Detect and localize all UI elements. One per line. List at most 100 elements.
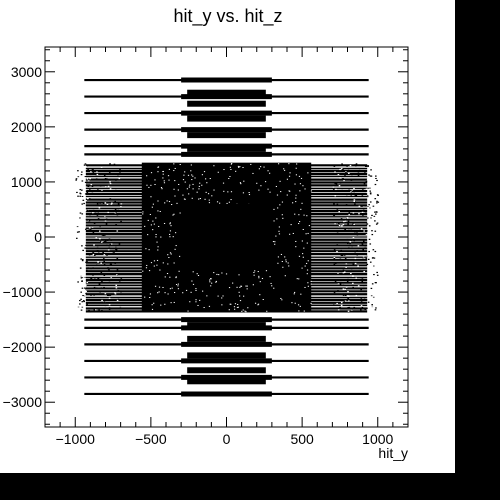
hit-gap	[167, 254, 169, 256]
hit-point	[347, 291, 349, 293]
hit-point	[75, 178, 78, 180]
hit-gap	[175, 276, 177, 278]
hit-point	[357, 175, 360, 177]
hit-point	[352, 233, 355, 235]
hit-gap	[172, 214, 174, 216]
hit-point	[114, 293, 117, 295]
hit-point	[355, 195, 358, 197]
hit-gap	[292, 232, 294, 234]
hit-gap	[238, 166, 240, 168]
hit-gap	[168, 257, 170, 259]
hit-gap	[177, 288, 180, 290]
hit-point	[81, 203, 84, 205]
hit-point	[366, 307, 368, 309]
hit-point	[107, 185, 110, 187]
hit-gap	[273, 208, 275, 210]
hit-point	[77, 195, 79, 197]
hit-gap	[253, 274, 255, 276]
hit-gap	[157, 249, 159, 251]
hit-point	[76, 193, 79, 195]
hit-point	[82, 299, 85, 301]
hit-point	[79, 267, 82, 269]
hit-gap	[216, 201, 219, 203]
hit-point	[345, 204, 348, 206]
hit-gap	[215, 281, 217, 283]
hit-gap	[169, 222, 171, 224]
hit-point	[348, 229, 350, 232]
hit-gap	[283, 169, 286, 171]
hit-gap	[173, 188, 175, 190]
hit-point	[348, 172, 350, 174]
hit-gap	[211, 195, 213, 197]
hit-gap	[236, 286, 238, 288]
hit-point	[370, 169, 372, 171]
hit-point	[350, 229, 353, 232]
hit-point	[342, 272, 345, 274]
hit-point	[344, 257, 347, 260]
hit-point	[367, 301, 370, 303]
hit-point	[115, 211, 117, 213]
hit-point	[337, 309, 340, 311]
hit-point	[95, 175, 97, 177]
hit-gap	[157, 292, 159, 294]
hit-point	[350, 179, 353, 181]
hit-gap	[306, 215, 308, 217]
hit-point	[335, 173, 337, 175]
hit-point	[85, 204, 88, 207]
hit-point	[100, 240, 102, 243]
hit-point	[333, 227, 336, 229]
hit-point	[361, 211, 364, 213]
hit-gap	[300, 177, 303, 179]
hit-point	[79, 299, 81, 302]
hit-point	[345, 171, 347, 173]
hit-point	[87, 198, 89, 200]
hit-point	[375, 223, 378, 225]
hit-point	[357, 265, 359, 267]
hit-point	[350, 195, 353, 197]
hit-gap	[183, 198, 186, 200]
hit-point	[339, 283, 342, 285]
hit-point	[112, 276, 114, 278]
hit-point	[333, 256, 336, 258]
hit-gap	[254, 270, 256, 272]
hit-gap	[230, 191, 233, 193]
hit-gap	[245, 285, 247, 287]
hit-point	[108, 267, 110, 269]
hit-point	[373, 226, 376, 229]
hit-point	[113, 163, 116, 165]
hit-gap	[267, 188, 269, 190]
hit-point	[350, 199, 353, 201]
hit-gap	[230, 168, 232, 170]
hit-gap	[260, 166, 262, 168]
hit-point	[115, 221, 118, 224]
hit-point	[98, 309, 100, 311]
hit-point	[86, 280, 88, 282]
hit-point	[87, 184, 89, 186]
hit-point	[367, 164, 369, 167]
hit-point	[334, 281, 337, 283]
hit-point	[115, 270, 118, 272]
hit-gap	[162, 171, 164, 173]
hit-point	[361, 299, 364, 302]
hit-point	[368, 227, 370, 229]
hit-point	[120, 203, 123, 205]
hit-point	[371, 214, 373, 217]
hit-point	[357, 245, 360, 247]
hit-point	[82, 294, 84, 297]
hit-point	[368, 174, 370, 176]
hit-point	[104, 293, 107, 295]
hit-gap	[174, 195, 176, 197]
hit-gap	[152, 229, 154, 231]
hit-point	[92, 208, 95, 210]
hit-point	[116, 257, 119, 260]
hit-point	[88, 189, 91, 191]
hit-point	[332, 189, 335, 191]
hit-point	[337, 290, 339, 292]
hit-point	[370, 217, 372, 219]
hit-gap	[156, 259, 159, 261]
hit-point	[343, 300, 346, 303]
hit-gap	[179, 164, 181, 166]
hit-gap	[228, 201, 230, 203]
hit-point	[342, 284, 345, 286]
hit-gap	[263, 166, 265, 168]
